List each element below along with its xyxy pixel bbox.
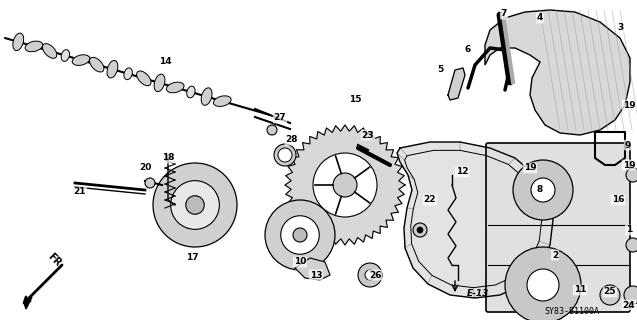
Text: 24: 24 <box>623 300 635 309</box>
FancyBboxPatch shape <box>486 143 630 312</box>
Ellipse shape <box>187 86 195 98</box>
Text: 18: 18 <box>162 154 175 163</box>
Text: 23: 23 <box>362 131 375 140</box>
Circle shape <box>600 285 620 305</box>
Text: 19: 19 <box>524 164 536 172</box>
Text: 26: 26 <box>369 270 382 279</box>
Text: 14: 14 <box>159 58 171 67</box>
Ellipse shape <box>136 71 151 86</box>
Text: 10: 10 <box>294 258 306 267</box>
Text: 17: 17 <box>186 253 198 262</box>
Text: 21: 21 <box>74 188 86 196</box>
Ellipse shape <box>154 74 165 92</box>
Text: 16: 16 <box>612 196 624 204</box>
Circle shape <box>626 238 637 252</box>
Ellipse shape <box>43 44 57 58</box>
Text: 5: 5 <box>437 66 443 75</box>
Polygon shape <box>448 68 465 100</box>
Text: 22: 22 <box>424 196 436 204</box>
Circle shape <box>293 228 307 242</box>
Text: 7: 7 <box>501 10 507 19</box>
Circle shape <box>413 223 427 237</box>
Circle shape <box>281 216 319 254</box>
Ellipse shape <box>274 144 296 166</box>
Text: 20: 20 <box>139 164 151 172</box>
Circle shape <box>624 286 637 304</box>
Text: 13: 13 <box>310 270 322 279</box>
Ellipse shape <box>107 60 118 78</box>
Polygon shape <box>285 125 405 245</box>
Circle shape <box>313 153 377 217</box>
Circle shape <box>145 178 155 188</box>
Ellipse shape <box>124 68 132 80</box>
Text: 2: 2 <box>552 251 558 260</box>
Circle shape <box>278 148 292 162</box>
Ellipse shape <box>61 50 69 61</box>
Polygon shape <box>295 258 330 280</box>
Ellipse shape <box>25 41 43 52</box>
Text: 12: 12 <box>455 167 468 177</box>
Text: 1: 1 <box>626 226 632 235</box>
Text: 6: 6 <box>465 45 471 54</box>
Ellipse shape <box>213 96 231 107</box>
Ellipse shape <box>90 57 104 72</box>
Circle shape <box>505 247 581 320</box>
Circle shape <box>626 168 637 182</box>
Circle shape <box>265 200 335 270</box>
Circle shape <box>267 125 277 135</box>
Text: SY83-E1100A: SY83-E1100A <box>545 308 599 316</box>
Ellipse shape <box>72 55 90 65</box>
Text: 3: 3 <box>617 23 623 33</box>
Text: E-13: E-13 <box>467 289 489 298</box>
Text: 19: 19 <box>623 161 635 170</box>
Text: 11: 11 <box>574 285 586 294</box>
Text: FR.: FR. <box>46 251 66 271</box>
Circle shape <box>171 180 219 229</box>
Circle shape <box>531 178 555 202</box>
Ellipse shape <box>201 88 212 105</box>
Text: 27: 27 <box>274 114 286 123</box>
Text: 9: 9 <box>625 140 631 149</box>
Circle shape <box>358 263 382 287</box>
Ellipse shape <box>166 82 184 93</box>
Polygon shape <box>485 10 630 135</box>
Ellipse shape <box>13 33 24 51</box>
Circle shape <box>186 196 204 214</box>
Circle shape <box>153 163 237 247</box>
Polygon shape <box>397 142 553 298</box>
Polygon shape <box>24 297 32 309</box>
Circle shape <box>513 160 573 220</box>
Text: 8: 8 <box>537 186 543 195</box>
Text: 28: 28 <box>286 135 298 145</box>
Circle shape <box>365 270 375 280</box>
Circle shape <box>417 227 423 233</box>
Text: 15: 15 <box>348 95 361 105</box>
Circle shape <box>333 173 357 197</box>
Text: 19: 19 <box>623 100 635 109</box>
Circle shape <box>527 269 559 301</box>
Text: 25: 25 <box>604 287 616 297</box>
Text: 4: 4 <box>537 13 543 22</box>
